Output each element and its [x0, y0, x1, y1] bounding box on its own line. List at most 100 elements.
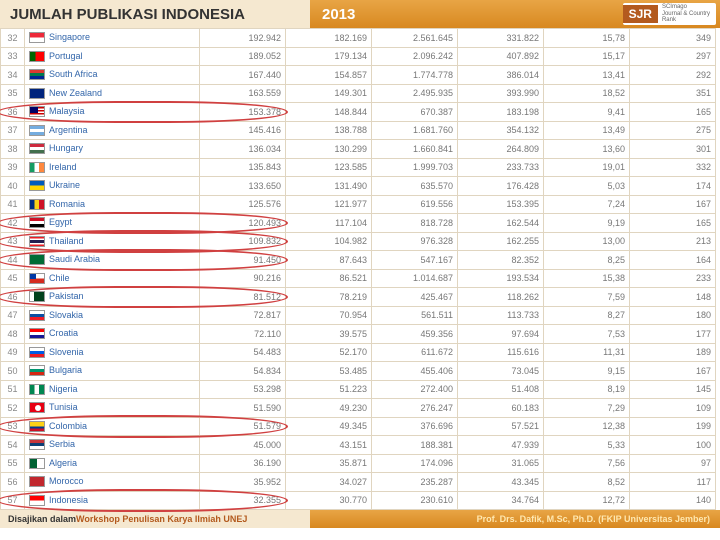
- rank-cell: 46: [1, 288, 25, 307]
- col6: 189: [630, 343, 716, 362]
- country-cell[interactable]: Egypt: [25, 214, 200, 233]
- country-link[interactable]: Bulgaria: [49, 365, 82, 375]
- table-row: 45Chile90.21686.5211.014.687193.53415,38…: [1, 269, 720, 288]
- col6: 177: [630, 325, 716, 344]
- country-link[interactable]: Singapore: [49, 32, 90, 42]
- table-row: 53Colombia51.57949.345376.69657.52112,38…: [1, 417, 720, 436]
- flag-icon: [29, 88, 45, 99]
- country-cell[interactable]: Chile: [25, 269, 200, 288]
- flag-icon: [29, 495, 45, 506]
- col1: 51.590: [200, 399, 286, 418]
- col5: 7,29: [544, 399, 630, 418]
- country-cell[interactable]: Slovenia: [25, 343, 200, 362]
- col4: 43.345: [458, 473, 544, 492]
- country-link[interactable]: Ukraine: [49, 180, 80, 190]
- country-link[interactable]: Slovakia: [49, 310, 83, 320]
- country-link[interactable]: Nigeria: [49, 384, 78, 394]
- flag-icon: [29, 310, 45, 321]
- country-link[interactable]: Chile: [49, 273, 70, 283]
- col3: 1.014.687: [372, 269, 458, 288]
- col4: 183.198: [458, 103, 544, 122]
- country-link[interactable]: Portugal: [49, 51, 83, 61]
- country-cell[interactable]: Saudi Arabia: [25, 251, 200, 270]
- country-link[interactable]: Hungary: [49, 143, 83, 153]
- country-cell[interactable]: Romania: [25, 195, 200, 214]
- country-cell[interactable]: Argentina: [25, 121, 200, 140]
- country-cell[interactable]: Bulgaria: [25, 362, 200, 381]
- col1: 125.576: [200, 195, 286, 214]
- rank-cell: 44: [1, 251, 25, 270]
- country-cell[interactable]: Ireland: [25, 158, 200, 177]
- country-cell[interactable]: Thailand: [25, 232, 200, 251]
- country-link[interactable]: Slovenia: [49, 347, 84, 357]
- col2: 131.490: [286, 177, 372, 196]
- col1: 32.355: [200, 491, 286, 510]
- table-row: 43Thailand109.832104.982976.328162.25513…: [1, 232, 720, 251]
- country-link[interactable]: Pakistan: [49, 291, 84, 301]
- rank-cell: 45: [1, 269, 25, 288]
- col3: 276.247: [372, 399, 458, 418]
- flag-icon: [29, 69, 45, 80]
- flag-icon: [29, 32, 45, 43]
- col4: 113.733: [458, 306, 544, 325]
- col2: 49.230: [286, 399, 372, 418]
- rank-cell: 40: [1, 177, 25, 196]
- country-link[interactable]: Malaysia: [49, 106, 85, 116]
- country-link[interactable]: New Zealand: [49, 88, 102, 98]
- flag-icon: [29, 384, 45, 395]
- col6: 213: [630, 232, 716, 251]
- country-cell[interactable]: Slovakia: [25, 306, 200, 325]
- col4: 176.428: [458, 177, 544, 196]
- country-cell[interactable]: Portugal: [25, 47, 200, 66]
- country-link[interactable]: Colombia: [49, 421, 87, 431]
- col1: 153.378: [200, 103, 286, 122]
- country-link[interactable]: Thailand: [49, 236, 84, 246]
- country-link[interactable]: Egypt: [49, 217, 72, 227]
- country-link[interactable]: Serbia: [49, 439, 75, 449]
- col4: 233.733: [458, 158, 544, 177]
- table-row: 35New Zealand163.559149.3012.495.935393.…: [1, 84, 720, 103]
- country-link[interactable]: Croatia: [49, 328, 78, 338]
- rank-cell: 33: [1, 47, 25, 66]
- country-cell[interactable]: New Zealand: [25, 84, 200, 103]
- country-link[interactable]: South Africa: [49, 69, 98, 79]
- country-cell[interactable]: Morocco: [25, 473, 200, 492]
- country-cell[interactable]: Serbia: [25, 436, 200, 455]
- country-cell[interactable]: South Africa: [25, 66, 200, 85]
- col1: 192.942: [200, 29, 286, 48]
- country-link[interactable]: Indonesia: [49, 495, 88, 505]
- col6: 275: [630, 121, 716, 140]
- country-link[interactable]: Argentina: [49, 125, 88, 135]
- table-row: 56Morocco35.95234.027235.28743.3458,5211…: [1, 473, 720, 492]
- country-cell[interactable]: Ukraine: [25, 177, 200, 196]
- country-cell[interactable]: Malaysia: [25, 103, 200, 122]
- country-cell[interactable]: Hungary: [25, 140, 200, 159]
- country-link[interactable]: Tunisia: [49, 402, 78, 412]
- country-link[interactable]: Ireland: [49, 162, 77, 172]
- col6: 117: [630, 473, 716, 492]
- rank-cell: 34: [1, 66, 25, 85]
- col3: 547.167: [372, 251, 458, 270]
- country-link[interactable]: Romania: [49, 199, 85, 209]
- country-cell[interactable]: Indonesia: [25, 491, 200, 510]
- sjr-badge: SJR: [623, 5, 658, 23]
- country-link[interactable]: Algeria: [49, 458, 77, 468]
- country-link[interactable]: Morocco: [49, 476, 84, 486]
- col4: 73.045: [458, 362, 544, 381]
- country-cell[interactable]: Nigeria: [25, 380, 200, 399]
- country-cell[interactable]: Colombia: [25, 417, 200, 436]
- country-cell[interactable]: Singapore: [25, 29, 200, 48]
- country-cell[interactable]: Pakistan: [25, 288, 200, 307]
- country-link[interactable]: Saudi Arabia: [49, 254, 100, 264]
- col3: 2.495.935: [372, 84, 458, 103]
- col4: 354.132: [458, 121, 544, 140]
- country-cell[interactable]: Croatia: [25, 325, 200, 344]
- col2: 148.844: [286, 103, 372, 122]
- sjr-logo: SJR SCImago Journal & Country Rank: [623, 3, 716, 25]
- country-cell[interactable]: Tunisia: [25, 399, 200, 418]
- col4: 386.014: [458, 66, 544, 85]
- col1: 72.110: [200, 325, 286, 344]
- slide-header: JUMLAH PUBLIKASI INDONESIA 2013 SJR SCIm…: [0, 0, 720, 28]
- country-cell[interactable]: Algeria: [25, 454, 200, 473]
- col2: 179.134: [286, 47, 372, 66]
